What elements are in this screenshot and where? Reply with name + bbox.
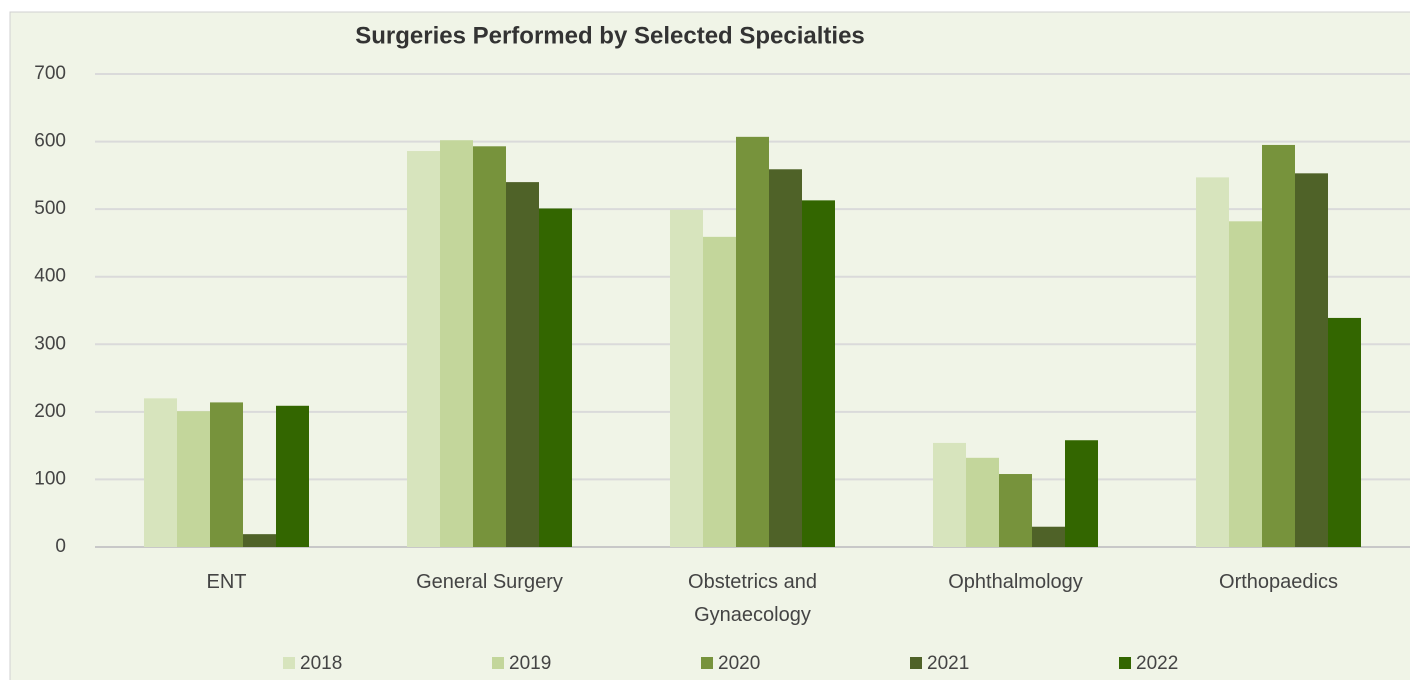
- legend-label: 2022: [1136, 653, 1178, 674]
- legend-label: 2018: [300, 653, 342, 674]
- bar: [703, 236, 736, 547]
- legend-label: 2019: [509, 653, 551, 674]
- legend-swatch: [492, 657, 504, 669]
- x-tick-label: Orthopaedics: [1219, 571, 1338, 593]
- bar: [670, 209, 703, 547]
- bar: [473, 146, 506, 547]
- x-tick-label: ENT: [206, 571, 247, 593]
- bar: [736, 136, 769, 547]
- bar: [1328, 317, 1361, 547]
- x-tick-label-box: Ophthalmology: [948, 571, 1083, 593]
- bar: [506, 182, 539, 547]
- bar: [276, 405, 309, 547]
- bar: [933, 442, 966, 547]
- bar: [1032, 526, 1065, 547]
- legend-label: 2020: [718, 653, 760, 674]
- bar: [769, 169, 802, 548]
- bar: [1196, 177, 1229, 548]
- x-tick-label-box: General Surgery: [416, 571, 563, 593]
- y-tick-label: 400: [34, 266, 66, 287]
- x-tick-label-box: Orthopaedics: [1219, 571, 1338, 593]
- bar: [177, 411, 210, 547]
- legend-swatch: [701, 657, 713, 669]
- y-tick-label: 0: [55, 536, 66, 557]
- legend-swatch: [1119, 657, 1131, 669]
- bar: [999, 474, 1032, 547]
- x-tick-label: Obstetrics and Gynaecology: [688, 571, 817, 626]
- y-tick-label: 300: [34, 333, 66, 354]
- bar: [144, 398, 177, 547]
- legend-label: 2021: [927, 653, 969, 674]
- chart-title: Surgeries Performed by Selected Specialt…: [355, 22, 865, 49]
- y-tick-label: 200: [34, 401, 66, 422]
- bar: [539, 208, 572, 547]
- legend-swatch: [283, 657, 295, 669]
- bar: [1229, 221, 1262, 547]
- x-tick-label: Ophthalmology: [948, 571, 1083, 593]
- bar: [966, 457, 999, 547]
- bar: [1295, 173, 1328, 547]
- bar: [802, 200, 835, 547]
- x-tick-label-box: ENT: [206, 571, 247, 593]
- bar: [1065, 440, 1098, 547]
- bar: [440, 140, 473, 547]
- y-tick-label: 100: [34, 468, 66, 489]
- y-tick-label: 600: [34, 131, 66, 152]
- bar: [407, 151, 440, 547]
- x-tick-label-box: Obstetrics and Gynaecology: [688, 571, 817, 626]
- y-tick-label: 500: [34, 198, 66, 219]
- bar: [1262, 144, 1295, 547]
- legend-swatch: [910, 657, 922, 669]
- x-tick-label: General Surgery: [416, 571, 563, 593]
- bar: [210, 402, 243, 547]
- bar: [243, 534, 276, 547]
- y-tick-label: 700: [34, 63, 66, 84]
